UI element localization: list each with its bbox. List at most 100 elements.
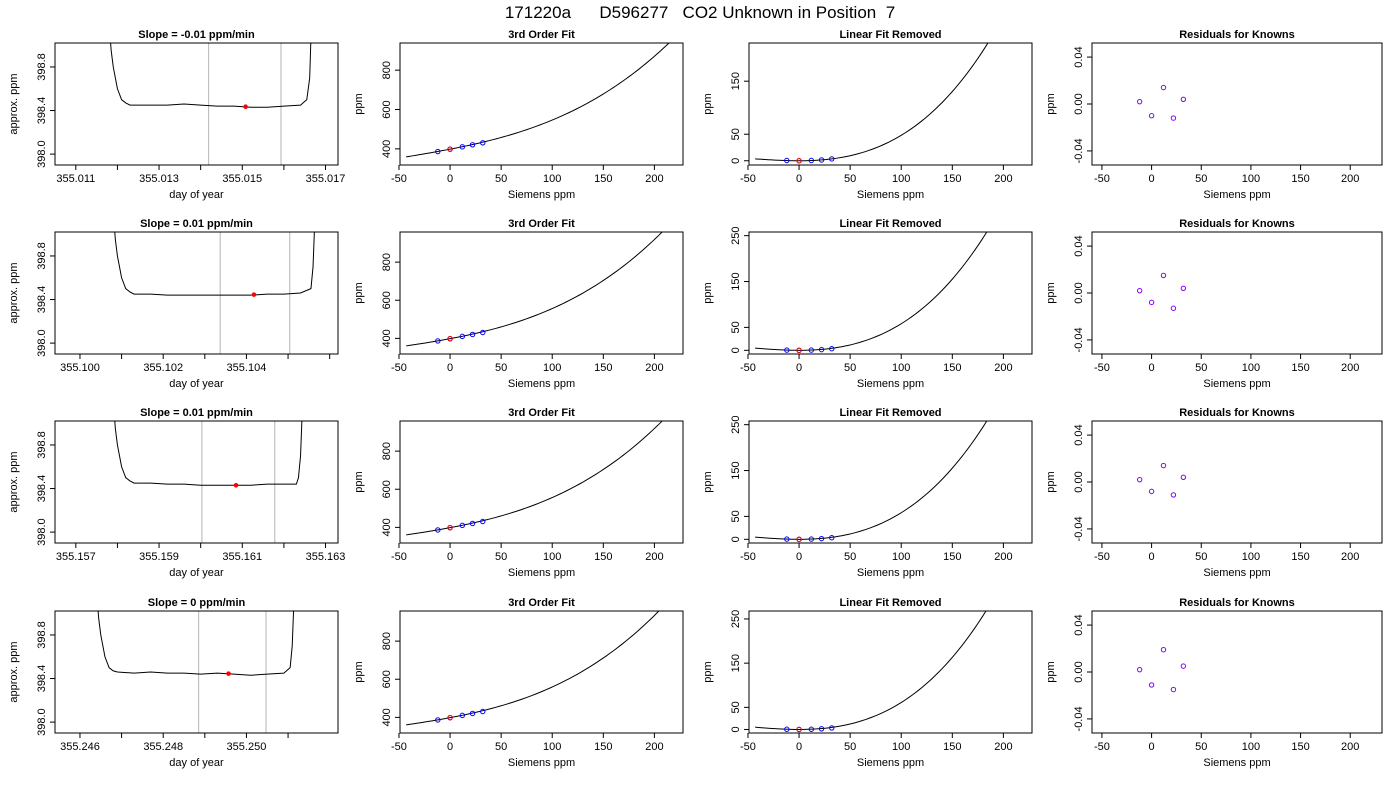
y-tick-label: 250 — [730, 415, 742, 433]
x-tick-label: 200 — [994, 741, 1012, 753]
x-tick-label: 200 — [994, 551, 1012, 563]
x-axis-label: Siemens ppm — [508, 189, 575, 201]
y-tick-label: 0.04 — [1073, 235, 1085, 256]
y-tick-label: 0 — [730, 158, 742, 164]
panel-r4-trace: Slope = 0 ppm/min 355.246 355.248 355.250 39… — [8, 597, 339, 769]
x-axis-label: day of year — [169, 757, 224, 769]
figure-title: 171220a D596277 CO2 Unknown in Position … — [505, 3, 895, 22]
residual-point — [1170, 115, 1177, 121]
x-tick-label: 355.104 — [227, 362, 267, 374]
panel-title: 3rd Order Fit — [508, 29, 575, 41]
x-tick-label: 100 — [543, 741, 561, 753]
y-axis-label: ppm — [702, 661, 714, 682]
x-tick-label: 50 — [495, 551, 507, 563]
residual-point — [1170, 305, 1177, 311]
unknown-point — [796, 726, 802, 733]
x-axis-label: Siemens ppm — [508, 757, 575, 769]
x-tick-label: 150 — [594, 551, 612, 563]
window-mean-marker — [243, 104, 248, 110]
y-tick-label: 0.00 — [1073, 282, 1085, 303]
x-tick-label: -50 — [740, 173, 756, 185]
x-tick-label: -50 — [1094, 173, 1110, 185]
x-tick-label: -50 — [740, 741, 756, 753]
panel-r1-linear: Linear Fit Removed -50 0 50 100 150 200 0 50 150 S… — [702, 29, 1033, 201]
y-axis-label: ppm — [353, 93, 365, 114]
y-tick-label: 800 — [381, 632, 393, 650]
trace-line — [97, 611, 295, 676]
panel-title: Slope = 0.01 ppm/min — [140, 407, 253, 419]
known-point — [818, 535, 825, 542]
window-mean-marker — [251, 292, 257, 297]
panel-title: Slope = 0.01 ppm/min — [140, 218, 253, 230]
x-tick-label: 200 — [1341, 551, 1359, 563]
x-tick-label: 50 — [495, 741, 507, 753]
y-tick-label: -0.04 — [1073, 327, 1085, 352]
x-tick-label: 100 — [892, 173, 910, 185]
x-tick-label: 0 — [447, 362, 453, 374]
x-tick-label: 100 — [1242, 741, 1260, 753]
fit-curve — [755, 232, 988, 351]
x-tick-label: 50 — [1195, 173, 1207, 185]
panel-r2-trace: Slope = 0.01 ppm/min 355.100 355.102 355.10… — [8, 218, 339, 390]
residual-point — [1180, 663, 1187, 669]
panel-title: Residuals for Knowns — [1179, 218, 1295, 230]
y-tick-label: 0.00 — [1073, 93, 1085, 114]
panel-title: Residuals for Knowns — [1179, 407, 1295, 419]
x-tick-label: 150 — [594, 362, 612, 374]
x-tick-label: -50 — [740, 551, 756, 563]
plot-frame — [54, 231, 339, 355]
y-tick-label: 398.0 — [36, 329, 48, 357]
x-tick-label: 100 — [543, 362, 561, 374]
x-tick-label: 355.102 — [143, 362, 183, 374]
known-point — [459, 522, 466, 529]
x-tick-label: 200 — [645, 173, 663, 185]
residual-point — [1160, 462, 1167, 469]
x-axis-label: Siemens ppm — [1203, 757, 1270, 769]
x-tick-label: 100 — [892, 741, 910, 753]
residual-point — [1148, 113, 1155, 119]
y-axis-label: ppm — [702, 282, 714, 303]
panel-r3-linear: Linear Fit Removed -50 0 50 100 150 200 0 50 150 2… — [702, 407, 1033, 579]
known-point — [480, 329, 486, 336]
trace-line — [110, 43, 312, 108]
x-tick-label: 50 — [1195, 362, 1207, 374]
known-point — [459, 144, 466, 150]
panel-r2-linear: Linear Fit Removed -50 0 50 100 150 200 0 50 150 2… — [702, 218, 1033, 390]
fit-curve — [755, 43, 989, 162]
y-tick-label: 150 — [730, 461, 742, 479]
panel-title: Linear Fit Removed — [839, 597, 941, 609]
plot-frame — [54, 610, 339, 734]
residual-point — [1148, 682, 1155, 688]
known-point — [469, 331, 476, 338]
x-tick-label: 100 — [543, 551, 561, 563]
x-tick-label: 150 — [943, 741, 961, 753]
y-tick-label: 800 — [381, 61, 393, 79]
y-tick-label: 800 — [381, 442, 393, 460]
residual-point — [1180, 285, 1187, 292]
known-point — [784, 536, 790, 542]
known-point — [829, 535, 835, 541]
known-point — [784, 347, 790, 353]
panel-title: 3rd Order Fit — [508, 597, 575, 609]
x-axis-label: Siemens ppm — [508, 378, 575, 390]
y-tick-label: 0.00 — [1073, 471, 1085, 492]
x-axis-label: Siemens ppm — [857, 378, 924, 390]
y-tick-label: 400 — [381, 140, 393, 158]
known-point — [784, 157, 790, 164]
window-mean-marker — [233, 482, 239, 488]
panel-title: Linear Fit Removed — [839, 218, 941, 230]
panel-r4-resid: Residuals for Knowns -50 0 50 100 150 200 -0.04… — [1045, 597, 1383, 769]
y-tick-label: 150 — [730, 72, 742, 90]
residual-point — [1170, 686, 1177, 693]
x-tick-label: 150 — [594, 173, 612, 185]
x-tick-label: 50 — [844, 551, 856, 563]
fit-curve — [406, 232, 663, 347]
y-tick-label: -0.04 — [1073, 706, 1085, 731]
x-tick-label: 50 — [844, 362, 856, 374]
y-tick-label: 398.4 — [36, 286, 48, 314]
x-tick-label: 0 — [1149, 173, 1155, 185]
unknown-point — [447, 146, 453, 152]
y-tick-label: 398.0 — [36, 708, 48, 736]
x-axis-label: day of year — [169, 567, 224, 579]
